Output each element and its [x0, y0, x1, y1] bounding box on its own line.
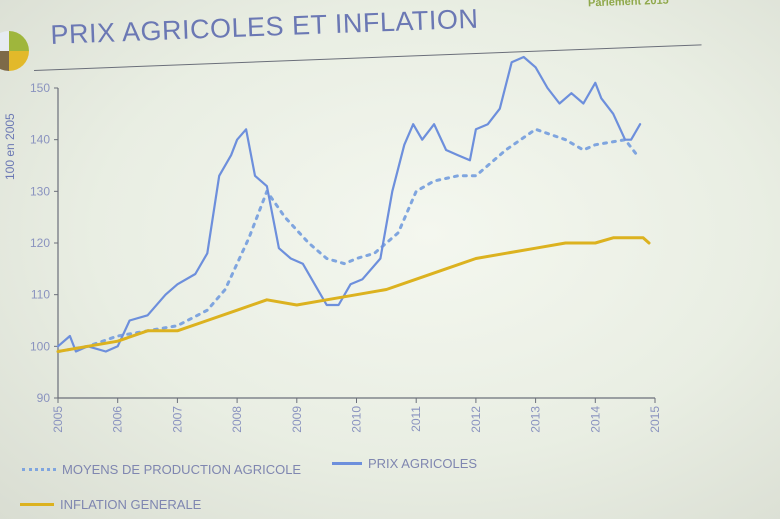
y-tick-label: 140: [30, 133, 50, 147]
chart-series: [56, 55, 651, 353]
legend-prix: PRIX AGRICOLES: [332, 456, 477, 471]
x-tick-label: 2009: [290, 406, 304, 433]
y-tick-label: 90: [37, 391, 51, 405]
x-tick-label: 2011: [409, 406, 423, 432]
y-tick-label: 100: [30, 339, 50, 353]
series-prix-line: [56, 55, 642, 353]
x-tick-label: 2005: [51, 406, 65, 433]
y-tick-label: 120: [30, 236, 50, 250]
x-tick-label: 2006: [111, 406, 125, 433]
chart-axes: 90 100 110 120 130 140 150 2005 2006 2007 2008 2009…: [30, 81, 662, 433]
series-moyens-line: [56, 127, 639, 353]
legend-line-swatch: [332, 462, 362, 465]
x-tick-label: 2012: [469, 406, 483, 433]
x-tick-label: 2010: [350, 406, 364, 433]
legend-prix-label: PRIX AGRICOLES: [368, 456, 478, 471]
x-tick-label: 2008: [230, 406, 244, 433]
logo-icon: [0, 31, 29, 71]
legend-dotted-swatch: [22, 468, 56, 471]
legend-moyens: MOYENS DE PRODUCTION AGRICOLE: [22, 462, 301, 477]
y-tick-label: 130: [30, 184, 50, 198]
x-tick-label: 2014: [588, 406, 602, 433]
y-tick-label: 150: [30, 81, 50, 95]
x-tick-label: 2013: [529, 406, 543, 433]
y-tick-label: 110: [31, 288, 50, 302]
legend-moyens-label: MOYENS DE PRODUCTION AGRICOLE: [62, 462, 302, 477]
x-tick-label: 2007: [170, 406, 184, 433]
x-tick-label: 2015: [648, 406, 662, 433]
legend-inflation: INFLATION GENERALE: [20, 497, 201, 512]
series-inflation-line: [56, 236, 651, 353]
legend-gold-swatch: [20, 503, 54, 506]
legend-inflation-label: INFLATION GENERALE: [60, 497, 202, 512]
